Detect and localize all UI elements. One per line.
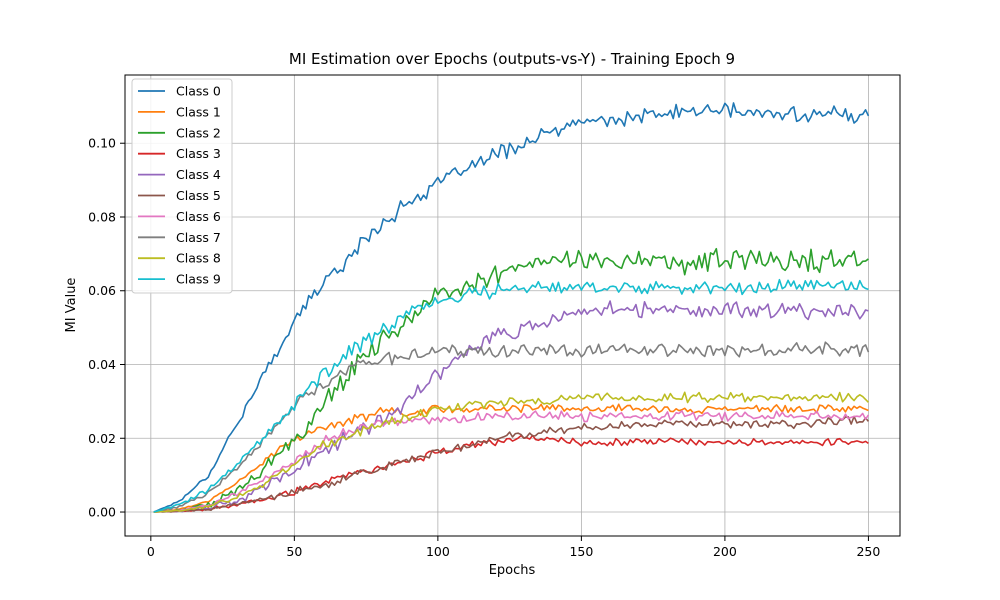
legend-label: Class 3: [176, 146, 221, 161]
x-tick-label: 200: [713, 544, 737, 559]
chart-title: MI Estimation over Epochs (outputs-vs-Y)…: [289, 50, 735, 68]
series-line-class-2: [153, 247, 869, 513]
legend-label: Class 8: [176, 251, 221, 266]
y-tick-label: 0.10: [88, 136, 116, 151]
x-tick-label: 0: [147, 544, 155, 559]
x-tick-label: 250: [856, 544, 880, 559]
series-line-class-3: [153, 434, 869, 513]
y-tick-label: 0.06: [88, 283, 116, 298]
y-tick-label: 0.08: [88, 209, 116, 224]
legend-label: Class 1: [176, 104, 221, 119]
tick-layer: 0 50 100 150 200 250 0.00 0.02 0.04 0.06 0.08 0.10: [88, 136, 880, 559]
series-line-class-6: [153, 410, 870, 513]
x-axis-title: Epochs: [489, 563, 536, 578]
legend-label: Class 2: [176, 125, 221, 140]
series-layer: [153, 102, 870, 513]
x-tick-label: 150: [569, 544, 593, 559]
legend-label: Class 7: [176, 230, 221, 245]
y-tick-label: 0.02: [88, 431, 116, 446]
legend-label: Class 6: [176, 209, 221, 224]
y-tick-label: 0.04: [88, 357, 116, 372]
series-line-class-0: [153, 102, 870, 513]
series-line-class-5: [153, 415, 870, 513]
legend-label: Class 5: [176, 188, 221, 203]
x-tick-label: 50: [286, 544, 302, 559]
series-line-class-7: [153, 341, 870, 513]
series-line-class-9: [153, 278, 869, 513]
series-line-class-8: [153, 391, 870, 513]
y-axis-title: MI Value: [64, 278, 79, 333]
series-line-class-1: [153, 403, 869, 513]
x-tick-label: 100: [426, 544, 450, 559]
plot-frame: [124, 74, 901, 537]
legend-label: Class 4: [176, 167, 221, 182]
legend-label: Class 0: [176, 84, 221, 99]
series-line-class-4: [153, 300, 869, 513]
legend-label: Class 9: [176, 272, 221, 287]
y-tick-label: 0.00: [88, 505, 116, 520]
legend: Class 0 Class 1 Class 2 Class 3 Class 4 Class…: [131, 78, 233, 294]
